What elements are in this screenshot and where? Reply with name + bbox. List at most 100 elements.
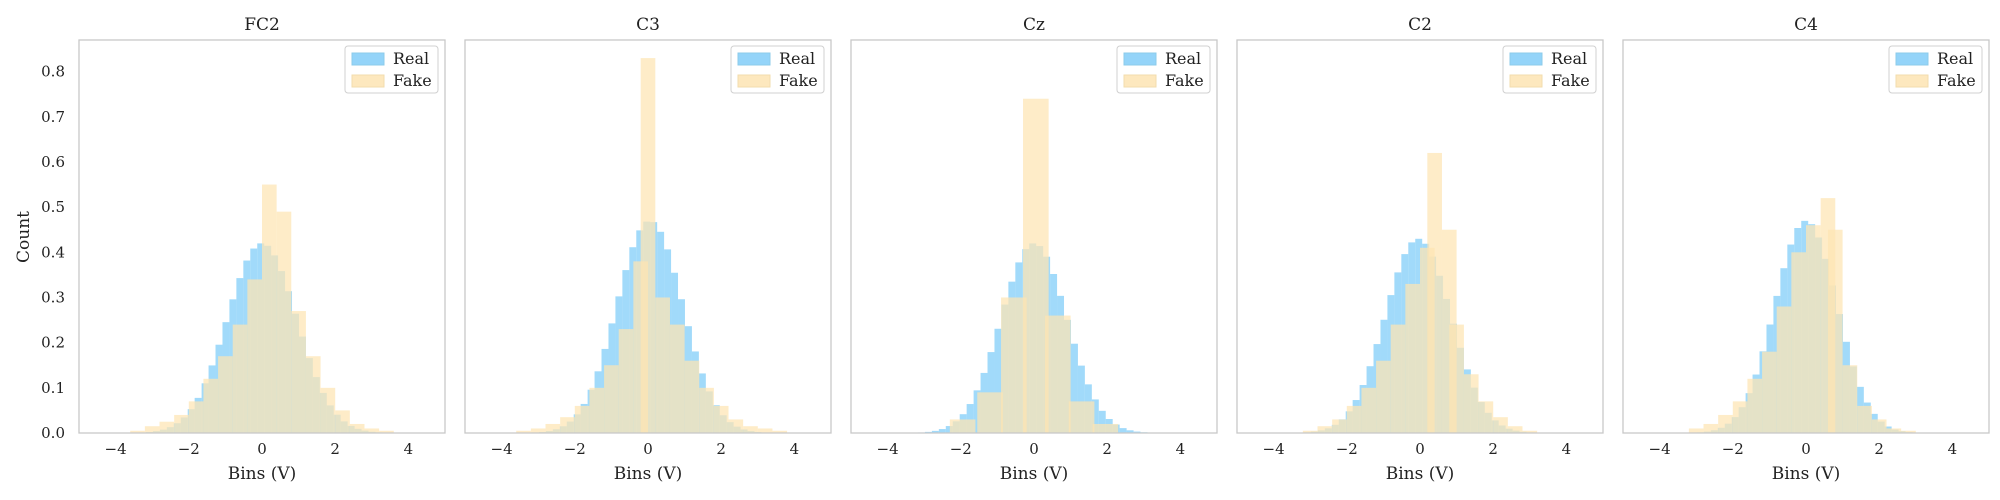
- histogram-bar: [949, 419, 976, 433]
- x-tick-label: 4: [790, 440, 800, 458]
- x-tick-label: −2: [178, 440, 200, 458]
- y-tick-label: 0.0: [41, 424, 65, 442]
- histogram-bar: [560, 417, 575, 433]
- x-axis-label: Bins (V): [614, 464, 683, 484]
- series-fake: [516, 58, 788, 433]
- panels-layer: FC2 −4 −2 0 2 4 Bins (V) 0.0 0.1 0.2 0.3 0.4 0.5 0.6 0…: [41, 15, 1990, 484]
- histogram-bar: [1044, 315, 1071, 433]
- histogram-bar: [728, 419, 744, 433]
- histogram-bar: [655, 297, 670, 433]
- histogram-bar: [1346, 405, 1362, 433]
- histogram-bar: [1068, 401, 1095, 433]
- panel-c3: C3 −4 −2 0 2 4 Bins (V) Real Fake: [464, 15, 832, 484]
- histogram-bar: [188, 401, 204, 433]
- histogram-bar: [1077, 365, 1085, 433]
- histogram-bar: [1827, 229, 1843, 433]
- histogram-bar: [669, 324, 685, 433]
- histogram-bar: [1493, 417, 1508, 433]
- x-tick-label: −2: [1336, 440, 1358, 458]
- histogram-bar: [966, 404, 974, 433]
- legend-swatch-real: [1123, 52, 1157, 66]
- histogram-bar: [516, 430, 531, 433]
- x-tick-label: −2: [950, 440, 972, 458]
- plot-frame: [1622, 39, 1990, 434]
- legend-label-fake: Fake: [779, 71, 818, 90]
- legend-label-fake: Fake: [1165, 71, 1204, 90]
- histogram-bar: [757, 428, 773, 433]
- histogram-bar: [379, 430, 394, 433]
- legend-label-real: Real: [1551, 49, 1587, 68]
- x-tick-label: 4: [1562, 440, 1572, 458]
- histogram-bar: [1091, 399, 1099, 433]
- legend-swatch-fake: [351, 74, 385, 88]
- histogram-bar: [1092, 423, 1119, 433]
- histogram-bar: [1857, 405, 1872, 433]
- panel-c4: C4 −4 −2 0 2 4 Bins (V) Real Fake: [1622, 15, 1990, 484]
- histogram-bar: [684, 360, 700, 433]
- x-tick-label: −4: [1263, 440, 1285, 458]
- histogram-bar: [931, 430, 939, 433]
- x-tick-label: 2: [330, 440, 340, 458]
- series-fake: [1302, 152, 1538, 433]
- histogram-bar: [349, 423, 365, 433]
- histogram-bar: [1776, 306, 1792, 433]
- y-tick-label: 0.4: [41, 243, 65, 261]
- x-tick-label: 0: [1415, 440, 1425, 458]
- histogram-bar: [1747, 378, 1763, 433]
- legend: Real Fake: [730, 45, 825, 94]
- legend-swatch-real: [737, 52, 771, 66]
- histogram-bar: [743, 426, 758, 433]
- panel-c2: C2 −4 −2 0 2 4 Bins (V) Real Fake: [1236, 15, 1604, 484]
- histogram-bar: [1762, 351, 1777, 433]
- legend-label-real: Real: [1937, 49, 1973, 68]
- histogram-bar: [1332, 419, 1347, 433]
- legend-swatch-fake: [1509, 74, 1543, 88]
- panel-title: Cz: [1023, 15, 1045, 35]
- histogram-bar: [938, 429, 946, 433]
- panel-title: FC2: [244, 15, 280, 35]
- x-tick-label: 4: [1176, 440, 1186, 458]
- histogram-bar: [291, 311, 306, 433]
- y-tick-label: 0.2: [41, 334, 65, 352]
- histogram-bar: [232, 324, 248, 433]
- histogram-bar: [1317, 426, 1333, 433]
- plot-frame: [464, 39, 832, 434]
- histogram-bar: [1522, 430, 1538, 433]
- y-tick-label: 0.1: [41, 379, 65, 397]
- x-axis-label: Bins (V): [1000, 464, 1069, 484]
- histogram-bar: [144, 426, 160, 433]
- x-axis-label: Bins (V): [1772, 464, 1841, 484]
- histogram-bar: [977, 392, 1003, 433]
- histogram-bar: [159, 421, 175, 433]
- x-tick-label: −2: [564, 440, 586, 458]
- histogram-bar: [305, 356, 321, 433]
- histogram-bar: [1126, 430, 1134, 433]
- x-tick-label: 0: [1801, 440, 1811, 458]
- histogram-bar: [1098, 410, 1106, 433]
- histogram-bar: [247, 279, 262, 433]
- panel-title: C4: [1794, 15, 1818, 35]
- y-axis-label: Count: [14, 211, 34, 263]
- histogram-bar: [203, 378, 219, 433]
- histogram-bar: [130, 430, 145, 433]
- histogram-bar: [1718, 414, 1733, 433]
- plot-frame: [850, 39, 1218, 434]
- legend-swatch-fake: [737, 74, 771, 88]
- x-tick-label: 4: [404, 440, 414, 458]
- histogram-bar: [973, 390, 981, 433]
- x-tick-label: 2: [716, 440, 726, 458]
- y-tick-label: 0.7: [41, 108, 65, 126]
- histogram-bar: [1806, 225, 1821, 433]
- histogram-bar: [1478, 401, 1494, 433]
- histogram-bar: [530, 428, 546, 433]
- histogram-bar: [1133, 431, 1141, 433]
- legend-swatch-real: [1895, 52, 1929, 66]
- legend-swatch-fake: [1895, 74, 1929, 88]
- y-tick-label: 0.5: [41, 198, 65, 216]
- series-fake: [949, 98, 1119, 434]
- histogram-bar: [1688, 428, 1704, 433]
- histogram-bar: [1901, 430, 1916, 433]
- series-fake: [130, 184, 394, 433]
- x-tick-label: −4: [877, 440, 899, 458]
